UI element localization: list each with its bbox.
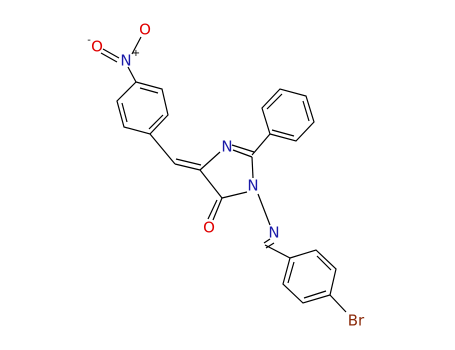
atom: O <box>91 38 103 56</box>
charge: + <box>132 48 140 59</box>
atom: N <box>221 138 232 156</box>
atom: N <box>247 177 258 195</box>
charge: - <box>87 35 91 46</box>
atom: O <box>139 21 151 39</box>
bonds <box>100 36 347 313</box>
atom: N <box>268 224 279 242</box>
atom: Br <box>348 312 365 330</box>
atom-labels: - O N + O N N O N Br <box>87 21 365 330</box>
atom: O <box>203 219 215 237</box>
atom: N <box>120 52 131 70</box>
